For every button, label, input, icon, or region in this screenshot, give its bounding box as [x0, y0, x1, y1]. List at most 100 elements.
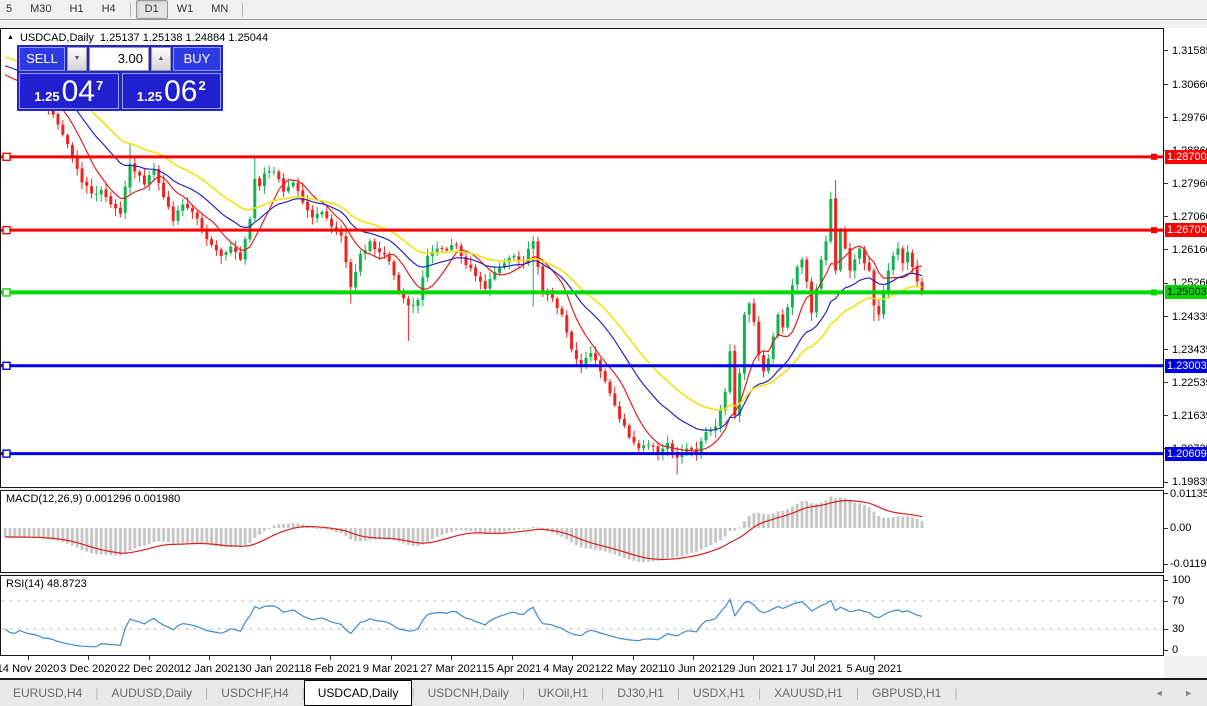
price-level-flag: 1.20609 [1165, 446, 1207, 461]
date-axis[interactable]: 14 Nov 2020 3 Dec 2020 22 Dec 2020 12 Jan 2… [0, 656, 1164, 678]
date-axis-label: 29 Jun 2021 [723, 663, 784, 675]
ask-price-big: 06 [164, 75, 198, 108]
buy-button[interactable]: BUY [173, 47, 221, 71]
tab-separator: | [411, 686, 415, 700]
price-axis-label: 1.26160 [1172, 243, 1207, 256]
macd-canvas[interactable] [1, 491, 1163, 572]
macd-axis-label: 0.01135 [1170, 487, 1207, 500]
bid-price-big: 04 [61, 75, 95, 108]
macd-axis-tick [1164, 563, 1168, 565]
chart-tab-audusd[interactable]: AUDUSD,Daily [111, 686, 193, 700]
rsi-canvas[interactable] [1, 576, 1163, 655]
rsi-axis-label: 30 [1172, 623, 1185, 635]
bid-price-sup: 7 [95, 78, 104, 93]
price-axis[interactable]: 1.315851.306601.297601.288601.279601.270… [1164, 28, 1207, 656]
chart-tab-xauusd[interactable]: XAUUSD,H1 [774, 686, 843, 700]
chart-tab-usdchf[interactable]: USDCHF,H4 [221, 686, 289, 700]
date-axis-tick [88, 656, 90, 660]
macd-axis-tick [1164, 527, 1168, 529]
price-axis-tick [1164, 481, 1168, 483]
chart-tab-ukoil[interactable]: UKOil,H1 [538, 686, 589, 700]
tab-separator: | [954, 686, 958, 700]
date-axis-tick [874, 656, 876, 660]
price-axis-tick [1164, 316, 1168, 318]
chart-tab-eurusd[interactable]: EURUSD,H4 [13, 686, 83, 700]
ask-price-small: 1.25 [136, 89, 163, 104]
price-level-flag: 1.26700 [1165, 223, 1207, 238]
timeframe-button-h1[interactable]: H1 [69, 3, 84, 15]
price-axis-label: 1.25260 [1172, 277, 1207, 289]
tab-scroll-left-icon[interactable]: ◄ [1154, 688, 1164, 698]
macd-indicator-panel[interactable]: MACD(12,26,9) 0.001296 0.001980 [0, 490, 1164, 573]
timeframe-button-m30[interactable]: M30 [30, 3, 52, 15]
price-axis-tick [1164, 349, 1168, 351]
rsi-axis-tick [1164, 600, 1168, 602]
timeframe-button-mn[interactable]: MN [211, 3, 229, 15]
price-axis-label: 1.27060 [1172, 210, 1207, 223]
volume-decrease-button[interactable]: ▼ [67, 47, 87, 71]
chart-tab-usdcad[interactable]: USDCAD,Daily [303, 680, 413, 706]
rsi-indicator-panel[interactable]: RSI(14) 48.8723 [0, 575, 1164, 656]
date-axis-label: 30 Jan 2021 [239, 663, 301, 675]
price-axis-label: 1.23435 [1172, 343, 1207, 356]
date-axis-tick [511, 656, 513, 660]
tab-separator: | [521, 686, 526, 700]
volume-increase-button[interactable]: ▲ [151, 47, 171, 71]
tab-separator: | [758, 686, 762, 700]
chart-tab-usdx[interactable]: USDX,H1 [693, 686, 746, 700]
timeframe-button-5[interactable]: 5 [6, 3, 13, 15]
main-chart-panel[interactable]: ▲ USDCAD,Daily 1.25137 1.25138 1.24884 1… [0, 28, 1164, 488]
date-axis-tick [269, 656, 271, 660]
timeframe-toolbar: 5 M30 H1 H4 D1 W1 MN [0, 0, 1207, 20]
price-axis-tick [1164, 282, 1168, 284]
chart-symbol-header: ▲ USDCAD,Daily 1.25137 1.25138 1.24884 1… [7, 32, 268, 44]
rsi-label: RSI(14) 48.8723 [6, 578, 87, 590]
chart-tab-gbpusd[interactable]: GBPUSD,H1 [871, 686, 942, 700]
price-axis-label: 1.24335 [1172, 310, 1207, 323]
date-axis-tick [209, 656, 211, 660]
bid-price-small: 1.25 [34, 89, 60, 104]
date-axis-tick [148, 656, 150, 660]
tab-scroll-right-icon[interactable]: ► [1184, 688, 1193, 698]
tab-separator: | [205, 686, 209, 700]
chart-tab-usdcnh[interactable]: USDCNH,Daily [427, 686, 509, 700]
price-axis-label: 1.19835 [1172, 476, 1207, 488]
volume-field[interactable]: 3.00 [89, 47, 149, 71]
rsi-axis-label: 100 [1172, 574, 1191, 586]
sell-button[interactable]: SELL [19, 47, 65, 71]
price-axis-tick [1164, 50, 1168, 52]
ask-price-box[interactable]: 1.25 06 2 [121, 73, 221, 109]
bid-price-box[interactable]: 1.25 04 7 [19, 73, 119, 109]
chart-tab-dj30[interactable]: DJ30,H1 [617, 686, 664, 700]
price-axis-label: 1.21635 [1172, 409, 1207, 422]
price-axis-label: 1.22535 [1172, 376, 1207, 389]
date-axis-tick [753, 656, 755, 660]
date-axis-label: 4 May 2021 [543, 663, 601, 675]
date-axis-label: 22 May 2021 [600, 663, 665, 675]
date-axis-tick [330, 656, 332, 660]
price-axis-tick [1164, 415, 1168, 417]
timeframe-button-h4[interactable]: H4 [101, 3, 116, 15]
date-axis-label: 5 Aug 2021 [846, 663, 903, 675]
price-axis-tick [1164, 249, 1168, 251]
price-axis-tick [1164, 183, 1168, 185]
date-axis-tick [451, 656, 453, 660]
date-axis-label: 17 Jul 2021 [785, 663, 843, 675]
price-chart-canvas[interactable] [1, 29, 1163, 487]
date-axis-label: 22 Dec 2020 [117, 663, 181, 675]
rsi-axis-tick [1164, 649, 1168, 651]
date-axis-tick [692, 656, 694, 660]
tab-separator: | [601, 686, 605, 700]
collapse-quote-arrow[interactable]: ▲ [7, 33, 14, 41]
date-axis-label: 10 Jun 2021 [662, 663, 724, 675]
chart-symbol-label: USDCAD,Daily [19, 32, 94, 44]
toolbar-separator [242, 2, 244, 17]
price-axis-label: 1.27960 [1172, 177, 1207, 190]
price-axis-tick [1164, 84, 1168, 86]
tab-separator: | [676, 686, 680, 700]
price-level-flag: 1.23003 [1165, 358, 1207, 373]
timeframe-button-d1[interactable]: D1 [135, 0, 168, 19]
tab-separator: | [95, 686, 99, 700]
timeframe-button-w1[interactable]: W1 [176, 3, 194, 15]
